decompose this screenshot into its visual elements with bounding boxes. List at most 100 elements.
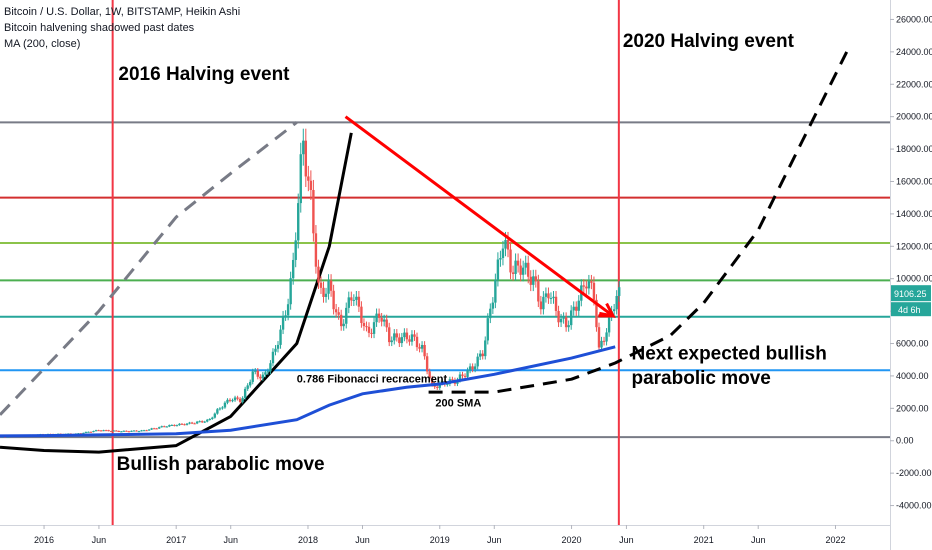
candle-body (466, 370, 469, 377)
candle-body (180, 423, 184, 425)
y-tick-label: -2000.00 (896, 468, 932, 478)
x-tick-label: 2016 (34, 535, 54, 545)
candle-body (567, 325, 570, 328)
candle-body (408, 339, 411, 342)
x-tick-label: 2021 (694, 535, 714, 545)
candle-body (494, 280, 497, 303)
candle-body (281, 315, 285, 330)
annotation-large: Bullish parabolic move (117, 454, 325, 475)
candle-body (547, 293, 550, 299)
x-tick-label: Jun (751, 535, 766, 545)
candle-body (92, 431, 95, 433)
candle-body (527, 262, 530, 277)
candle-body (446, 383, 449, 385)
candle-body (107, 430, 110, 432)
candle-body (499, 258, 502, 260)
candle-body (572, 306, 575, 311)
x-tick-label: Jun (355, 535, 370, 545)
candle-body (319, 282, 323, 288)
candle-body (99, 430, 103, 432)
candle-body (514, 260, 517, 274)
candle-body (519, 265, 522, 275)
candle-body (115, 430, 118, 432)
candle-body (332, 290, 335, 310)
candle-body (367, 326, 371, 333)
candle-body (145, 430, 148, 432)
candle-body (160, 426, 163, 428)
candle-body (385, 319, 388, 328)
candle-body (173, 424, 176, 426)
candle-body (521, 267, 525, 275)
candle-body (618, 287, 621, 296)
projection-curve (0, 121, 298, 416)
candle-body (206, 419, 209, 422)
annotation-small: 0.786 Fibonacci recracement (297, 373, 448, 385)
candle-body (291, 259, 295, 279)
candle-body (468, 366, 472, 371)
indicator-halving-label: Bitcoin halvening shadowed past dates (4, 22, 195, 34)
candle-body (309, 180, 313, 190)
candle-body (89, 431, 93, 433)
candle-body (600, 340, 603, 348)
candle-body (562, 317, 565, 319)
candle-body (461, 374, 464, 376)
candle-body (226, 399, 229, 403)
candle-body (274, 348, 277, 352)
candle-body (398, 337, 401, 344)
candle-body (155, 428, 158, 430)
candle-body (532, 276, 535, 285)
candle-body (200, 421, 204, 423)
x-tick-label: 2018 (298, 535, 318, 545)
candle-body (350, 297, 353, 301)
candle-body (430, 378, 434, 385)
candle-body (544, 293, 548, 297)
candle-body (279, 329, 282, 345)
candle-body (415, 336, 419, 348)
candle-body (539, 301, 543, 310)
candle-body (152, 428, 156, 430)
candle-body (150, 428, 153, 430)
candle-body (127, 431, 131, 433)
candle-body (491, 302, 495, 309)
annotation-small: 200 SMA (435, 398, 481, 410)
candle-body (299, 154, 302, 204)
candle-body (135, 430, 138, 432)
candle-body (395, 333, 398, 338)
candle-body (476, 356, 479, 367)
candle-body (216, 409, 219, 414)
candle-body (463, 375, 467, 377)
y-tick-label: 2000.00 (896, 403, 929, 413)
candle-body (122, 430, 126, 432)
candle-body (559, 318, 563, 323)
candle-body (352, 299, 356, 301)
y-tick-label: 26000.00 (896, 14, 932, 24)
candle-body (410, 334, 414, 342)
candle-body (203, 421, 206, 423)
candle-body (110, 431, 113, 433)
candle-body (256, 370, 259, 377)
candle-body (342, 323, 345, 327)
candle-body (165, 426, 169, 428)
projection-curve (428, 51, 849, 394)
candle-body (94, 430, 98, 432)
candle-body (254, 370, 257, 372)
candle-body (339, 314, 343, 327)
x-tick-label: Jun (92, 535, 107, 545)
candle-body (436, 386, 439, 388)
candle-body (458, 374, 462, 381)
candle-body (322, 287, 325, 297)
candle-body (441, 381, 444, 383)
y-tick-label: 12000.00 (896, 241, 932, 251)
candle-body (170, 424, 174, 426)
y-tick-label: 4000.00 (896, 371, 929, 381)
candle-body (425, 356, 429, 372)
candle-body (418, 347, 421, 349)
candle-body (382, 319, 386, 322)
y-tick-label: 10000.00 (896, 274, 932, 284)
candle-body (211, 417, 214, 419)
x-tick-label: Jun (619, 535, 634, 545)
candle-body (137, 431, 141, 433)
countdown-label: 4d 6h (898, 305, 921, 315)
candle-body (329, 280, 333, 291)
